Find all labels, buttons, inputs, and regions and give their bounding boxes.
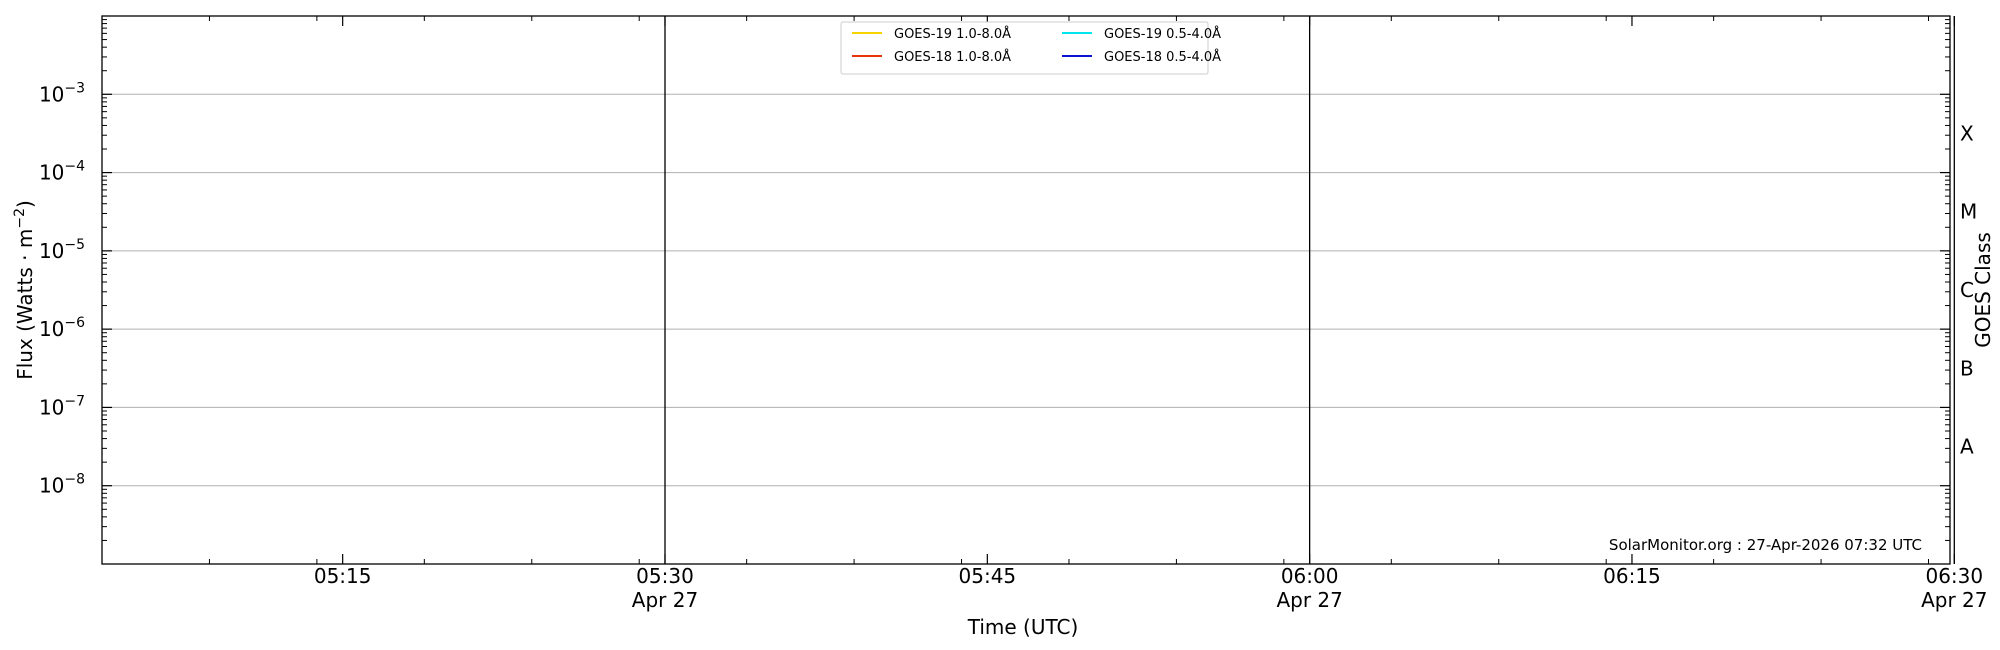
credit-text: SolarMonitor.org : 27-Apr-2026 07:32 UTC	[1609, 536, 1922, 554]
x-tick-date: Apr 27	[632, 588, 698, 612]
goes-class-label: B	[1960, 356, 1974, 380]
y-tick-label: 10−4	[39, 159, 85, 185]
legend-box	[840, 21, 1209, 75]
x-tick-time: 06:15	[1603, 564, 1661, 588]
goes-class-label: A	[1960, 435, 1974, 459]
legend-label: GOES-19 0.5-4.0Å	[1104, 26, 1221, 42]
x-tick-time: 06:00	[1281, 564, 1339, 588]
right-axis-title: GOES Class	[1971, 232, 1995, 348]
y-axis-ticks: 10−8 10−7 10−6 10−5 10−4 10−3	[39, 19, 1950, 541]
x-tick-time: 05:30	[636, 564, 694, 588]
legend-label: GOES-18 0.5-4.0Å	[1104, 49, 1221, 65]
y-tick-label: 10−3	[39, 80, 85, 106]
x-tick-date: Apr 27	[1921, 588, 1987, 612]
y-tick-label: 10−8	[39, 472, 85, 498]
y-tick-label: 10−7	[39, 393, 85, 419]
plot-frame	[101, 15, 1951, 565]
y-axis-title: Flux (Watts · m−2)	[12, 200, 37, 380]
x-tick-date: Apr 27	[1276, 588, 1342, 612]
x-tick-time: 05:45	[959, 564, 1017, 588]
goes-class-label: X	[1960, 121, 1974, 145]
x-axis-title: Time (UTC)	[967, 615, 1079, 639]
y-tick-label: 10−6	[39, 315, 85, 341]
legend: GOES-19 1.0-8.0Å GOES-19 0.5-4.0Å GOES-18 …	[840, 21, 1221, 75]
grid	[102, 93, 1950, 487]
legend-label: GOES-18 1.0-8.0Å	[894, 49, 1011, 65]
legend-label: GOES-19 1.0-8.0Å	[894, 26, 1011, 42]
date-vertical-lines	[664, 16, 1955, 564]
x-tick-time: 06:30	[1925, 564, 1983, 588]
goes-class-labels: A B C M X	[1960, 121, 1977, 458]
y-tick-label: 10−5	[39, 237, 85, 263]
x-tick-time: 05:15	[314, 564, 372, 588]
goes-class-label: M	[1960, 200, 1977, 224]
goes-class-label: C	[1960, 278, 1974, 302]
